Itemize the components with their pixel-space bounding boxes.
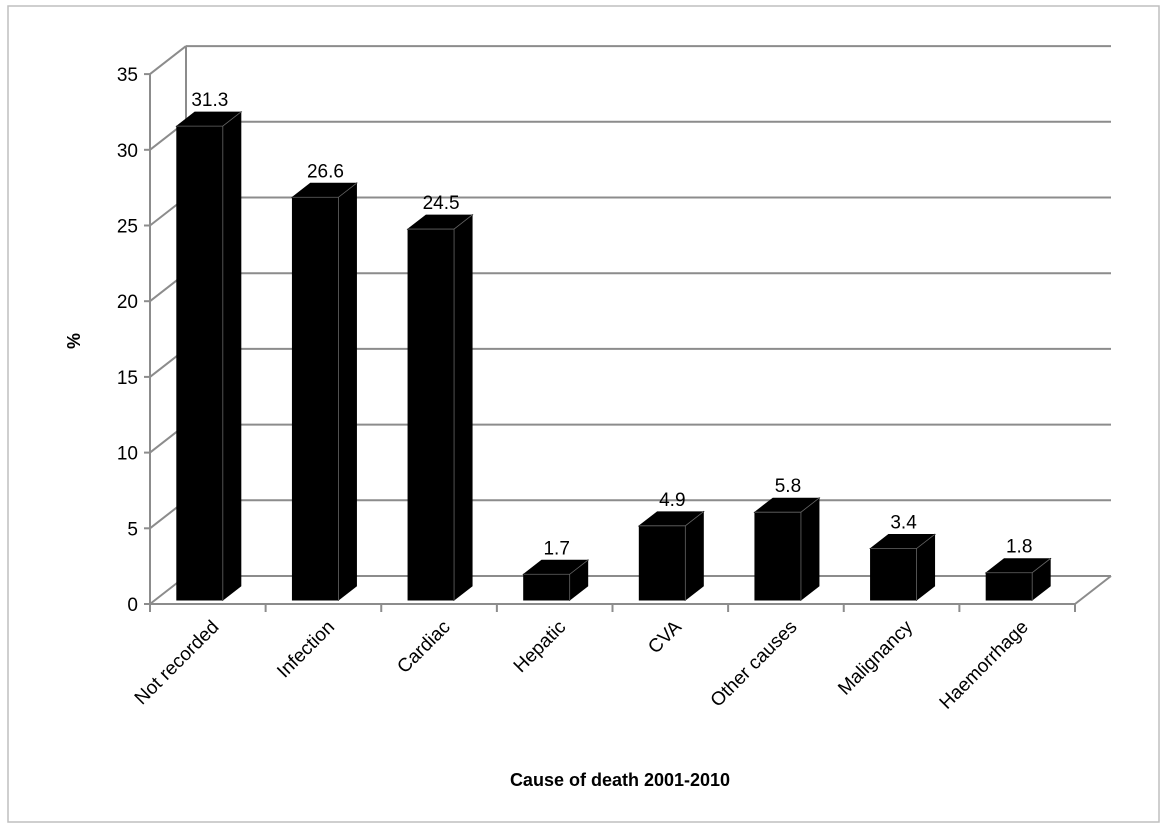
bar-side: [337, 182, 357, 602]
bar-front: [985, 572, 1033, 601]
bar-side: [684, 510, 704, 602]
bar-front: [176, 125, 224, 601]
gridline-diagonal: [149, 45, 187, 75]
data-label: 26.6: [307, 161, 344, 182]
bars: [175, 111, 1052, 602]
y-tick-label: 35: [117, 65, 138, 86]
y-tick-label: 20: [117, 292, 138, 313]
bar: [753, 497, 821, 602]
y-tick-label: 0: [127, 595, 138, 616]
y-tick-label: 5: [127, 519, 138, 540]
y-tick-label: 30: [117, 141, 138, 162]
bar-front: [407, 228, 455, 601]
bar-front: [291, 196, 339, 601]
bar-front: [523, 573, 571, 601]
data-label: 24.5: [423, 193, 460, 214]
data-label: 31.3: [191, 90, 228, 111]
y-axis-title: %: [64, 333, 84, 349]
bar: [290, 182, 358, 602]
bar-front: [870, 548, 918, 601]
bar-front: [754, 511, 802, 601]
bar: [406, 214, 474, 602]
data-label: 1.8: [1006, 537, 1032, 558]
y-tick-label: 15: [117, 368, 138, 389]
bar-front: [638, 525, 686, 601]
data-labels: 31.3 26.6 24.5 1.7 4.9 5.8 3.4 1.8: [191, 90, 1032, 559]
floor-edge: [1074, 575, 1112, 605]
data-label: 5.8: [775, 476, 801, 497]
bar: [522, 559, 590, 602]
bar: [869, 533, 937, 602]
y-tick-label: 10: [117, 444, 138, 465]
y-tick-label: 25: [117, 217, 138, 238]
x-axis-title: Cause of death 2001-2010: [510, 770, 730, 790]
bar: [637, 510, 705, 602]
bar: [175, 111, 243, 602]
bar-side: [453, 214, 473, 602]
y-tick-labels: 0 5 10 15 20 25 30 35: [117, 65, 138, 616]
data-label: 1.7: [543, 538, 569, 559]
data-label: 4.9: [659, 490, 685, 511]
bar: [984, 557, 1052, 602]
bar-side: [222, 111, 242, 602]
data-label: 3.4: [890, 513, 917, 534]
bar-side: [800, 497, 820, 602]
